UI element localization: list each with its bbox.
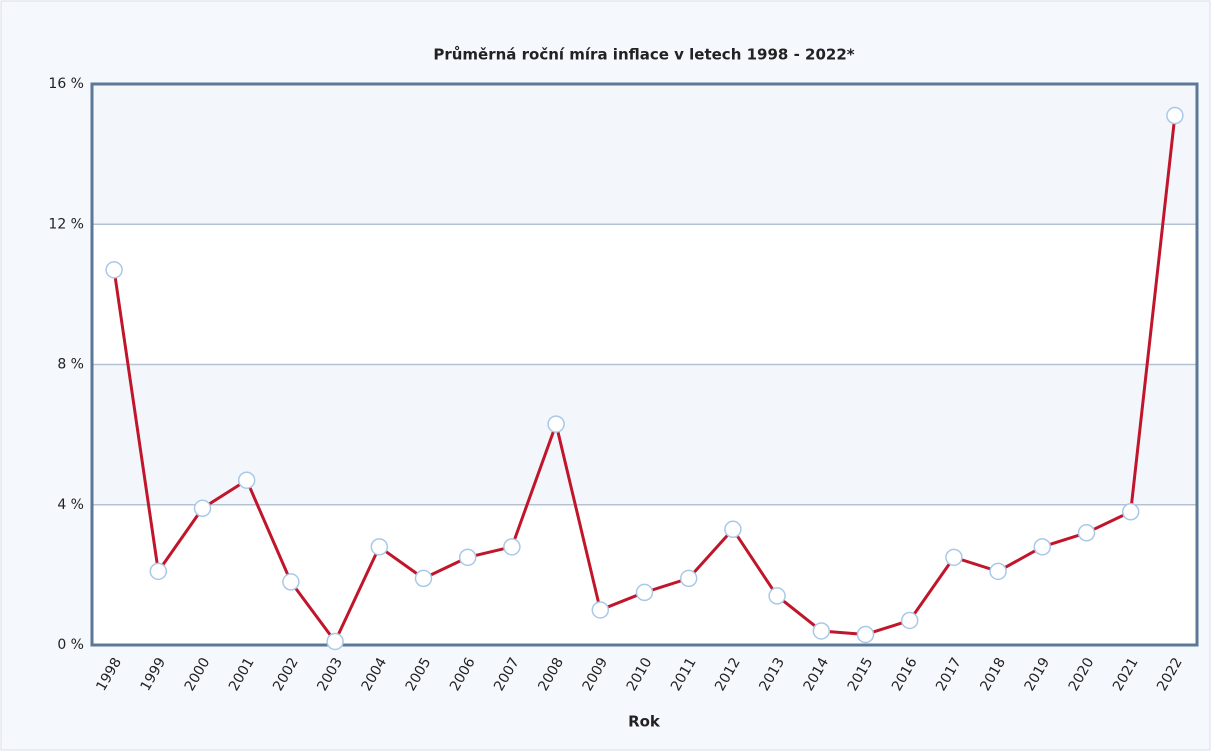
data-point [1033,538,1052,556]
data-point [900,611,919,630]
data-point [237,471,256,489]
data-point [635,583,654,602]
y-tick-label: 12 % [48,216,84,232]
data-point [105,261,123,279]
y-tick-label: 16 % [48,76,84,92]
data-point [282,573,300,591]
data-point [547,415,565,433]
data-point [458,548,477,567]
data-point [989,562,1007,581]
data-point [1077,524,1096,542]
data-point [193,499,212,518]
data-point [724,520,742,539]
data-point [768,587,786,605]
y-tick-label: 8 % [57,357,84,373]
plot-band [92,84,1197,225]
data-point [945,548,963,567]
data-point [856,625,875,644]
data-point [812,622,831,640]
data-point [149,562,168,581]
data-point [326,632,344,651]
x-axis-label: Rok [628,713,661,731]
plot-border [90,82,1199,647]
data-point [591,601,610,619]
data-point [679,569,698,588]
data-point [414,569,433,588]
data-point [1121,503,1140,521]
y-tick-label: 0 % [57,637,84,653]
y-tick-label: 4 % [57,497,84,513]
data-point [370,538,389,556]
data-point [1166,106,1184,125]
chart-title: Průměrná roční míra inflace v letech 199… [433,46,854,64]
plot-band [92,364,1197,505]
data-point [503,538,521,556]
